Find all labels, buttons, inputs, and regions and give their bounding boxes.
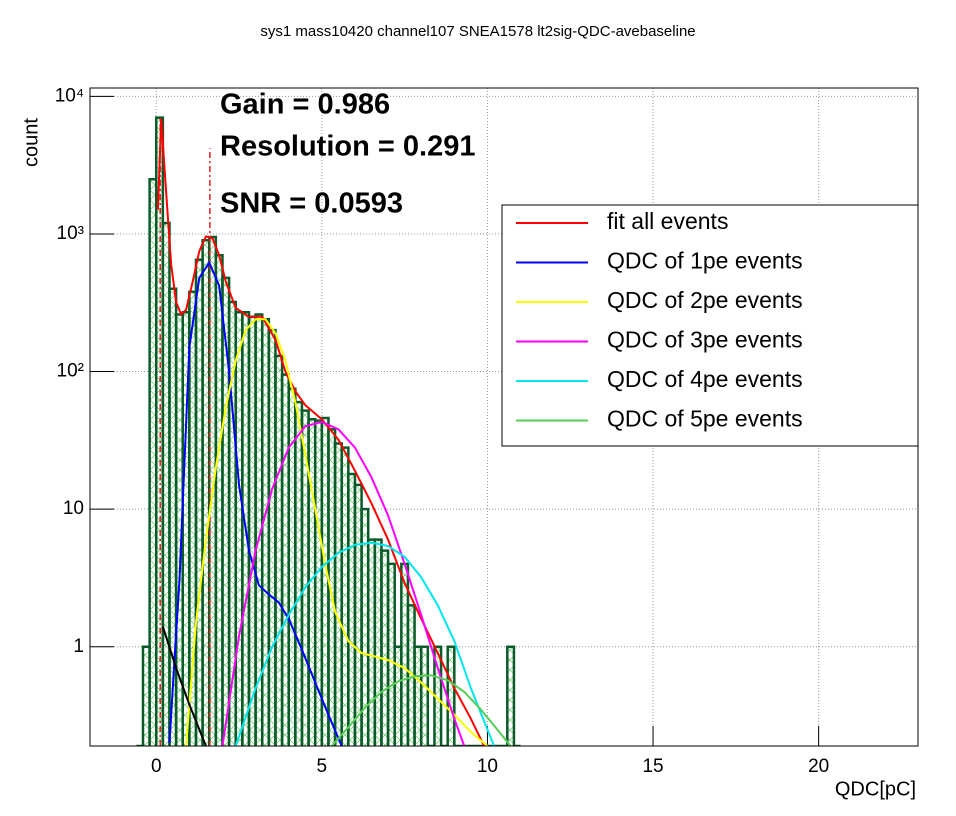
chart-title: sys1 mass10420 channel107 SNEA1578 lt2si… — [260, 23, 695, 40]
x-tick-label: 20 — [808, 756, 829, 777]
fit-curve — [331, 674, 512, 746]
fit-curve — [156, 118, 486, 746]
y-tick-label: 10² — [57, 361, 84, 382]
fit-curve — [185, 318, 489, 746]
legend-box — [501, 204, 919, 447]
y-tick-label: 10 — [63, 498, 84, 519]
legend-label: fit all events — [607, 208, 728, 234]
fit-curve — [221, 420, 466, 746]
y-axis-label: count — [20, 118, 42, 167]
fit-curve — [168, 260, 343, 746]
x-tick-label: 5 — [317, 756, 328, 777]
plot-content — [136, 116, 521, 746]
legend-label: QDC of 1pe events — [607, 248, 803, 274]
histogram-bin — [506, 645, 516, 746]
fit-curve — [234, 541, 495, 746]
legend-label: QDC of 2pe events — [607, 287, 803, 313]
histogram-bin — [446, 645, 456, 746]
x-tick-label: 10 — [477, 756, 498, 777]
x-tick-label: 0 — [151, 756, 162, 777]
annotation: Gain = 0.986 — [220, 89, 390, 121]
y-tick-label: 10³ — [57, 223, 84, 244]
y-tick-label: 10⁴ — [55, 85, 84, 106]
y-tick-label: 1 — [73, 636, 84, 657]
annotation: Resolution = 0.291 — [220, 131, 475, 163]
x-tick-label: 15 — [642, 756, 663, 777]
x-axis-label: QDC[pC] — [835, 778, 916, 800]
legend-label: QDC of 4pe events — [607, 366, 803, 392]
legend-label: QDC of 3pe events — [607, 327, 803, 353]
legend-label: QDC of 5pe events — [607, 406, 803, 432]
histogram-bin — [419, 645, 430, 746]
annotation: SNR = 0.0593 — [220, 188, 403, 220]
fit-curve — [161, 626, 207, 746]
